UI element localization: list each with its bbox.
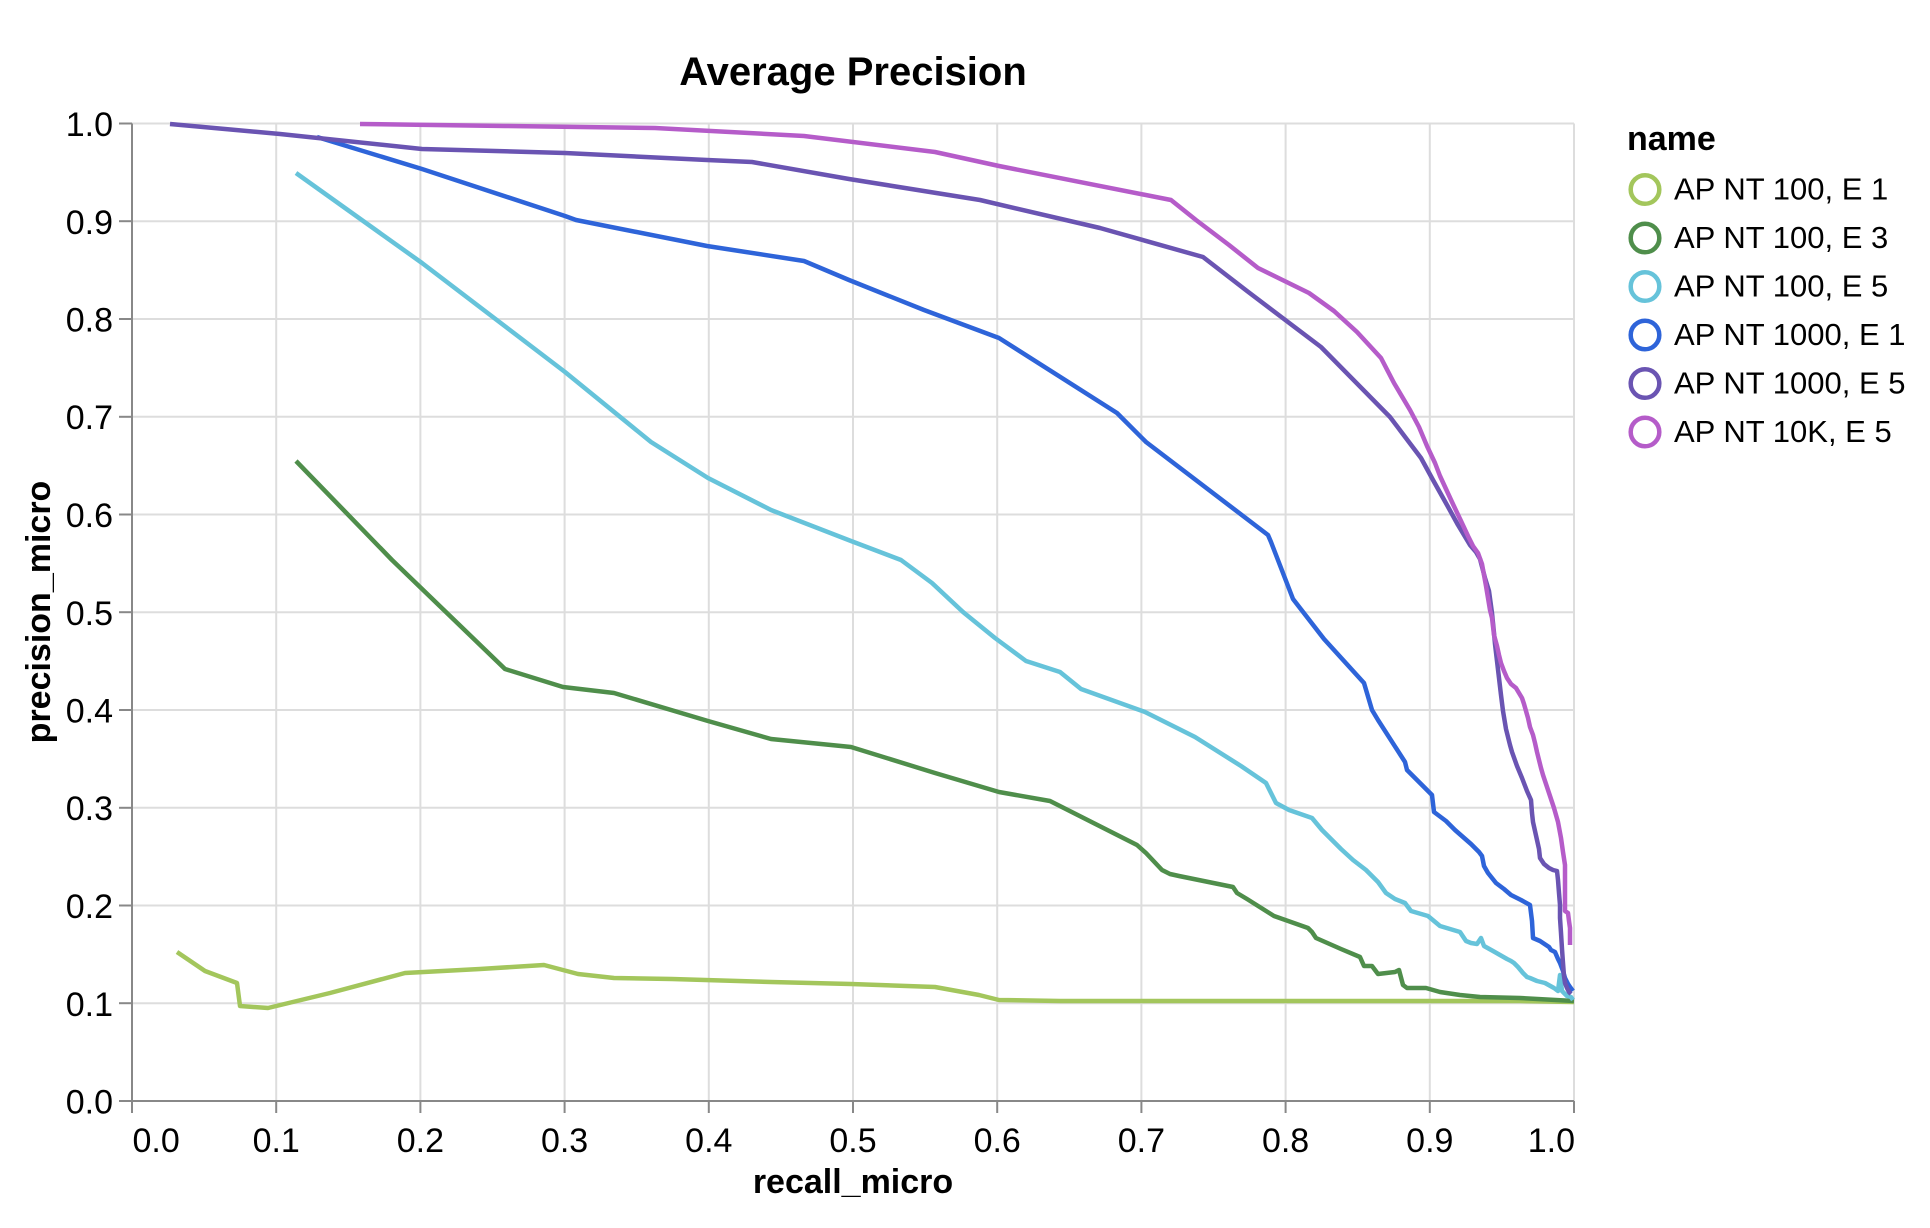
- svg-text:AP NT 100, E 1: AP NT 100, E 1: [1674, 172, 1888, 207]
- svg-text:0.0: 0.0: [66, 1084, 113, 1122]
- svg-text:0.1: 0.1: [253, 1122, 300, 1160]
- svg-text:0.2: 0.2: [66, 888, 113, 926]
- svg-text:AP NT 1000, E 5: AP NT 1000, E 5: [1674, 366, 1906, 401]
- svg-text:0.2: 0.2: [397, 1122, 444, 1160]
- svg-text:0.9: 0.9: [1406, 1122, 1453, 1160]
- svg-text:0.9: 0.9: [66, 204, 113, 242]
- svg-text:Average Precision: Average Precision: [679, 50, 1027, 94]
- svg-text:0.7: 0.7: [1118, 1122, 1165, 1160]
- svg-text:name: name: [1627, 120, 1716, 158]
- svg-text:0.3: 0.3: [541, 1122, 588, 1160]
- svg-text:recall_micro: recall_micro: [753, 1163, 953, 1201]
- svg-text:1.0: 1.0: [1528, 1122, 1575, 1160]
- svg-text:0.3: 0.3: [66, 790, 113, 828]
- svg-text:0.6: 0.6: [66, 497, 113, 535]
- svg-text:0.5: 0.5: [829, 1122, 876, 1160]
- svg-text:AP NT 100, E 5: AP NT 100, E 5: [1674, 269, 1888, 304]
- svg-text:precision_micro: precision_micro: [20, 481, 58, 744]
- svg-text:0.4: 0.4: [685, 1122, 732, 1160]
- svg-text:AP NT 10K, E 5: AP NT 10K, E 5: [1674, 414, 1892, 449]
- svg-text:AP NT 1000, E 1: AP NT 1000, E 1: [1674, 317, 1906, 352]
- svg-text:0.8: 0.8: [66, 302, 113, 340]
- svg-text:1.0: 1.0: [66, 106, 113, 144]
- svg-text:0.8: 0.8: [1262, 1122, 1309, 1160]
- svg-text:0.1: 0.1: [66, 986, 113, 1024]
- svg-text:0.7: 0.7: [66, 399, 113, 437]
- svg-text:0.5: 0.5: [66, 595, 113, 633]
- svg-text:0.0: 0.0: [133, 1122, 180, 1160]
- svg-text:0.6: 0.6: [974, 1122, 1021, 1160]
- svg-text:AP NT 100, E 3: AP NT 100, E 3: [1674, 220, 1888, 255]
- svg-text:0.4: 0.4: [66, 693, 113, 731]
